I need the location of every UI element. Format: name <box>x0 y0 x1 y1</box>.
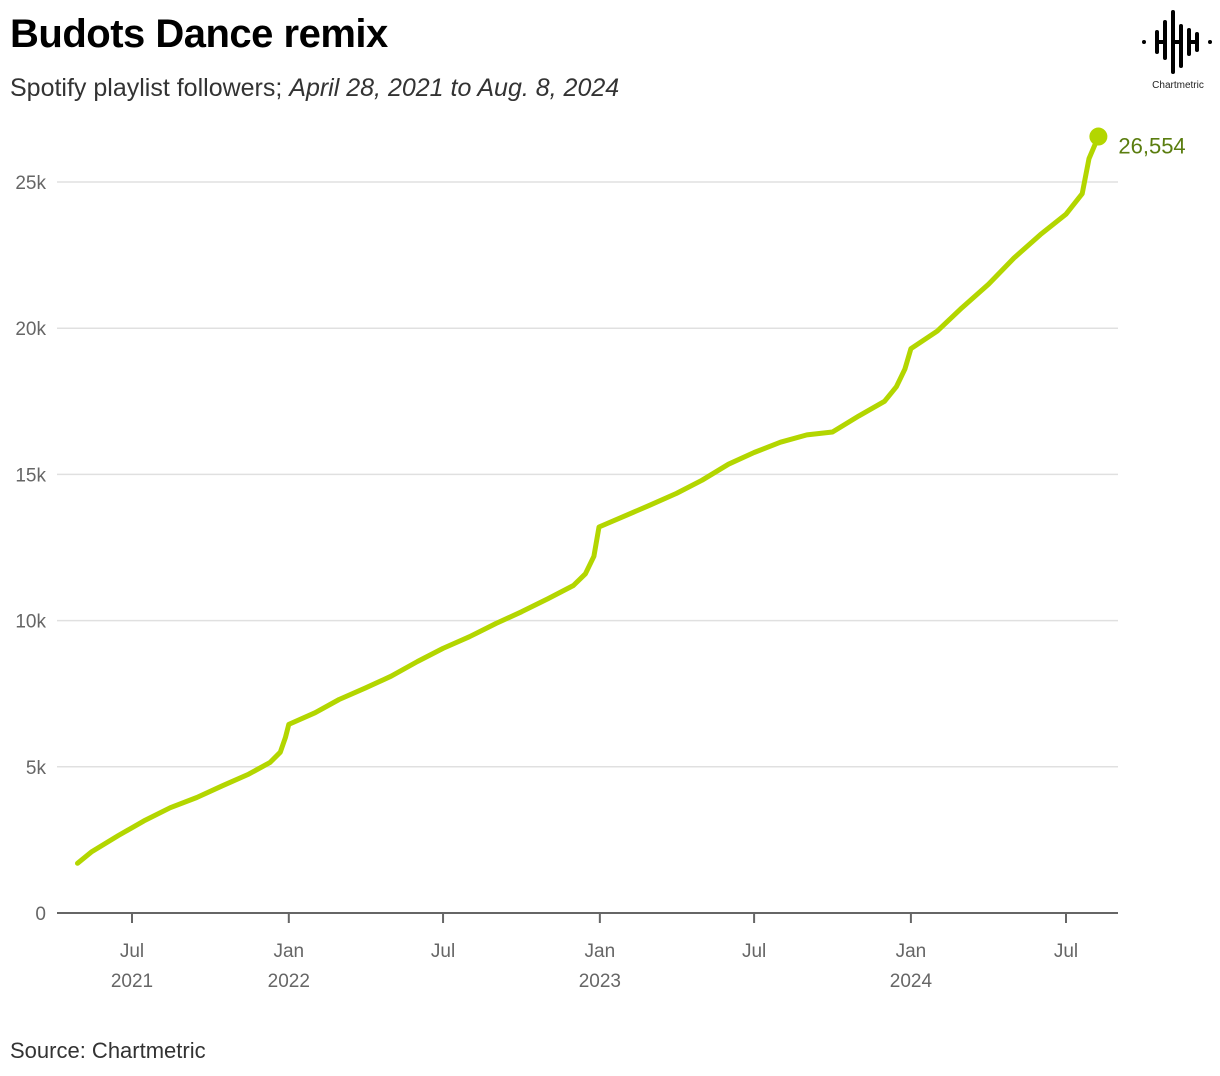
chartmetric-waveform-icon <box>1142 10 1212 74</box>
y-gridlines <box>57 181 1118 768</box>
end-value-label: 26,554 <box>1118 134 1185 159</box>
y-tick-label: 15k <box>15 465 46 486</box>
x-tick-label: Jul <box>742 941 766 962</box>
y-tick-label: 10k <box>15 612 46 633</box>
chart-subtitle: Spotify playlist followers; April 28, 20… <box>10 74 619 103</box>
x-tick-year: 2023 <box>579 971 621 992</box>
end-point-marker <box>1089 127 1108 146</box>
followers-line <box>75 134 1101 866</box>
y-axis-ticks: 0 5k 10k 15k 20k 25k <box>15 173 46 925</box>
x-axis-ticks: Jul 2021 Jan 2022 Jul Jan 2023 Jul Jan 2024 Jul <box>111 913 1078 992</box>
x-tick-label: Jul <box>431 941 455 962</box>
y-tick-label: 25k <box>15 173 46 194</box>
x-tick-year: 2022 <box>268 971 310 992</box>
chart-title: Budots Dance remix <box>10 12 388 56</box>
x-tick-label: Jan <box>585 941 616 962</box>
x-tick-year: 2021 <box>111 971 153 992</box>
logo-label: Chartmetric <box>1152 80 1204 91</box>
x-tick-label: Jan <box>273 941 304 962</box>
x-tick-label: Jul <box>120 941 144 962</box>
subtitle-metric: Spotify playlist followers; <box>10 74 290 102</box>
y-tick-label: 0 <box>35 904 46 925</box>
y-tick-label: 20k <box>15 319 46 340</box>
subtitle-date-range: April 28, 2021 to Aug. 8, 2024 <box>289 74 620 102</box>
source-note: Source: Chartmetric <box>10 1038 206 1063</box>
x-tick-label: Jul <box>1054 941 1078 962</box>
y-tick-label: 5k <box>26 758 47 779</box>
x-tick-year: 2024 <box>890 971 933 992</box>
x-tick-label: Jan <box>896 941 927 962</box>
